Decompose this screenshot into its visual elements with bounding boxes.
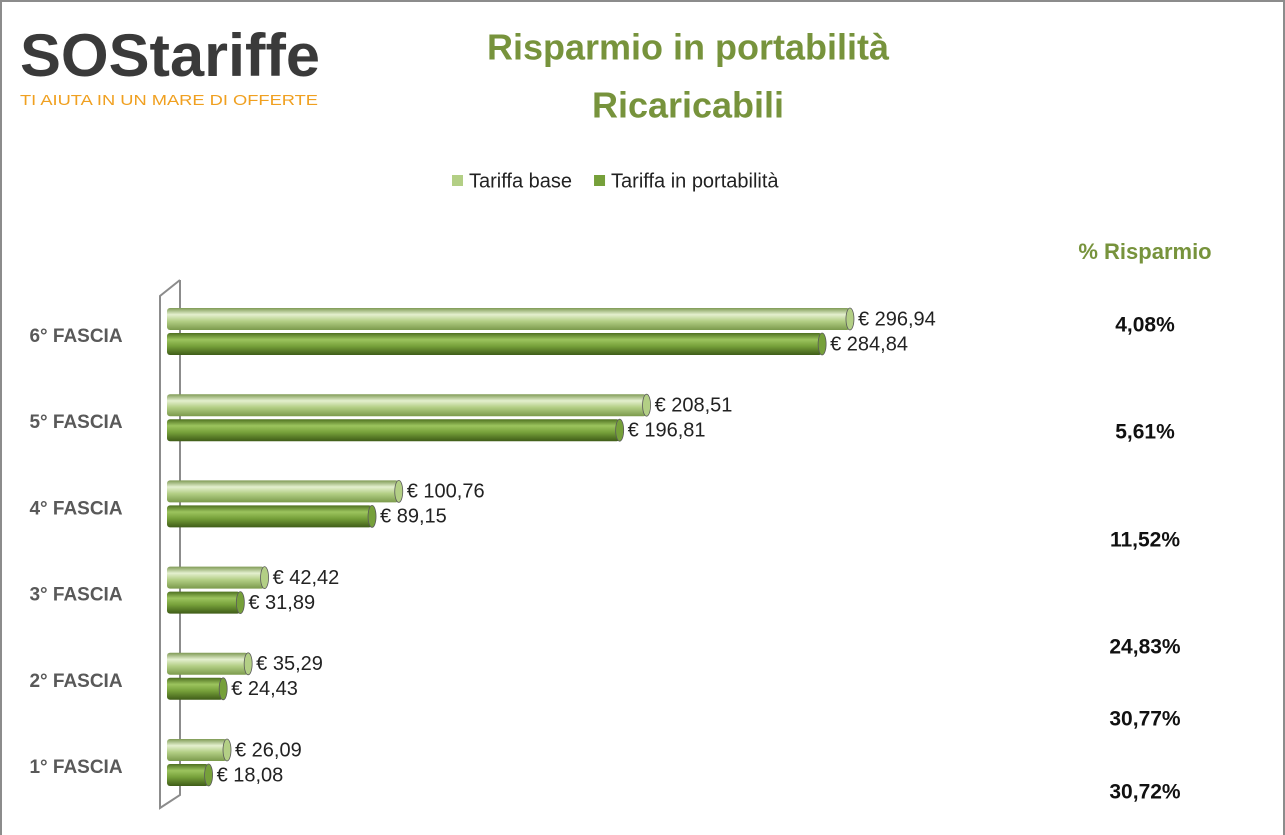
savings-value: 4,08% (1115, 314, 1175, 337)
savings-value: 24,83% (1109, 636, 1181, 659)
bar (167, 307, 855, 331)
bar (167, 652, 253, 676)
value-label: € 18,08 (217, 764, 284, 786)
bar (167, 591, 245, 614)
savings-value: 5,61% (1115, 421, 1175, 444)
legend-label: Tariffa base (469, 170, 572, 192)
bar (167, 479, 404, 503)
value-label: € 284,84 (830, 333, 908, 355)
bar (167, 505, 377, 528)
value-label: € 42,42 (273, 567, 340, 589)
y-tick-label: 1° FASCIA (29, 757, 122, 778)
bar (167, 738, 232, 762)
value-label: € 26,09 (235, 739, 302, 761)
legend-label: Tariffa in portabilità (611, 170, 779, 192)
bar (167, 763, 213, 787)
axis-wall (159, 279, 181, 810)
value-label: € 196,81 (628, 419, 706, 441)
savings-value: 11,52% (1110, 529, 1180, 552)
value-label: € 296,94 (858, 308, 936, 330)
y-tick-label: 3° FASCIA (29, 585, 122, 606)
value-label: € 24,43 (231, 678, 298, 700)
legend-swatch (594, 175, 606, 186)
bar (167, 393, 651, 417)
bar (167, 566, 269, 589)
brand: SOStariffe (20, 22, 320, 89)
bar (167, 677, 228, 701)
y-tick-label: 6° FASCIA (29, 326, 122, 347)
value-label: € 31,89 (248, 592, 315, 614)
value-label: € 100,76 (407, 481, 485, 503)
value-label: € 89,15 (380, 506, 447, 528)
savings-value: 30,77% (1109, 708, 1181, 731)
y-tick-label: 4° FASCIA (29, 498, 122, 519)
value-label: € 208,51 (655, 394, 733, 416)
savings-value: 30,72% (1109, 781, 1181, 804)
y-tick-label: 2° FASCIA (29, 671, 122, 692)
bar (167, 418, 625, 442)
chart-title: Risparmio in portabilità (487, 27, 890, 68)
chart-title: Ricaricabili (592, 85, 784, 126)
tagline: TI AIUTA IN UN MARE DI OFFERTE (20, 92, 318, 109)
savings-title: % Risparmio (1078, 239, 1211, 264)
y-tick-label: 5° FASCIA (29, 412, 122, 433)
legend-swatch (452, 175, 463, 186)
bar (167, 332, 827, 356)
value-label: € 35,29 (256, 653, 323, 675)
